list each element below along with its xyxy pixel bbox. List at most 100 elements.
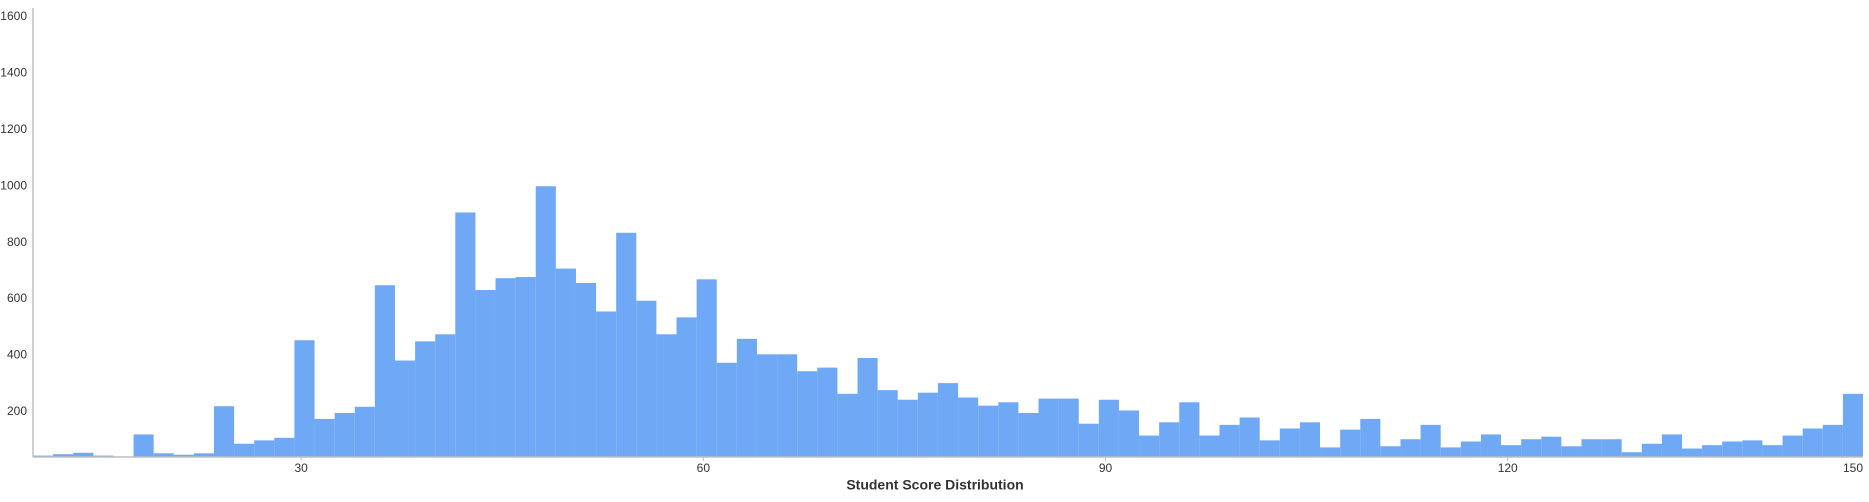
bar xyxy=(294,340,315,457)
bar xyxy=(998,402,1019,457)
bar xyxy=(1702,445,1723,457)
bar xyxy=(415,341,436,457)
bar xyxy=(1822,424,1843,457)
bar xyxy=(777,354,798,457)
bar xyxy=(1139,435,1160,457)
y-tick-label: 1200 xyxy=(0,122,27,136)
bar xyxy=(314,418,335,457)
bar xyxy=(1098,399,1119,457)
y-tick-label: 200 xyxy=(7,404,27,418)
bar xyxy=(495,278,516,457)
x-tick-label: 30 xyxy=(294,461,308,475)
bar xyxy=(153,453,174,457)
bar xyxy=(515,277,536,457)
bar xyxy=(1722,441,1743,457)
bar xyxy=(1541,436,1562,457)
bar xyxy=(877,390,898,457)
bar xyxy=(475,290,496,457)
bar xyxy=(193,453,214,457)
bar xyxy=(53,454,74,457)
bar xyxy=(173,454,194,457)
bar xyxy=(1199,435,1220,457)
bar xyxy=(334,413,355,457)
y-tick-label: 1600 xyxy=(0,9,27,23)
bar xyxy=(73,452,94,457)
bar xyxy=(857,358,878,457)
bar xyxy=(656,334,677,457)
bar xyxy=(1460,441,1481,457)
bar xyxy=(1320,447,1341,457)
bar xyxy=(1259,440,1280,457)
bar xyxy=(1521,439,1542,457)
bar xyxy=(213,406,235,457)
bar xyxy=(374,285,395,457)
bar xyxy=(636,300,657,457)
bar xyxy=(1682,448,1703,457)
bar xyxy=(596,311,617,457)
bar xyxy=(1742,440,1763,457)
bar xyxy=(1118,410,1140,457)
bar xyxy=(1782,435,1803,457)
bar xyxy=(676,317,697,457)
bar xyxy=(1078,423,1099,457)
bar xyxy=(1480,434,1502,457)
bar xyxy=(274,437,295,457)
bar xyxy=(917,392,938,457)
bar xyxy=(394,360,416,457)
bar xyxy=(616,232,637,457)
bar xyxy=(1661,434,1683,457)
bar xyxy=(1380,446,1401,457)
bar xyxy=(1340,429,1361,457)
bar xyxy=(354,406,375,457)
y-tick-label: 1400 xyxy=(0,66,27,80)
y-tick-label: 400 xyxy=(7,348,27,362)
bar xyxy=(1420,424,1441,457)
bar xyxy=(1018,413,1039,457)
bar xyxy=(1561,446,1582,457)
bar xyxy=(736,338,757,457)
bar xyxy=(1581,439,1602,457)
bar xyxy=(1299,422,1321,457)
bar xyxy=(555,268,576,457)
bar xyxy=(535,186,556,457)
bar xyxy=(958,397,979,457)
bar xyxy=(797,371,818,457)
y-tick-label: 1000 xyxy=(0,178,27,192)
bar xyxy=(1038,398,1059,457)
bar xyxy=(1621,452,1642,457)
bar xyxy=(1219,424,1240,457)
bar xyxy=(1360,418,1381,457)
y-tick-label: 800 xyxy=(7,235,27,249)
x-tick-label: 120 xyxy=(1498,461,1518,475)
bar xyxy=(978,405,999,457)
bar xyxy=(1239,417,1260,457)
bar xyxy=(897,399,918,457)
bar xyxy=(1058,398,1079,457)
x-tick-label: 90 xyxy=(1099,461,1113,475)
bar xyxy=(1762,445,1783,457)
bar xyxy=(455,212,476,457)
bar xyxy=(234,443,255,457)
y-tick-label: 600 xyxy=(7,291,27,305)
bar xyxy=(1179,402,1200,457)
bar xyxy=(817,367,838,457)
bar xyxy=(716,362,737,457)
bar xyxy=(1440,447,1461,457)
bar xyxy=(1842,393,1863,457)
bar xyxy=(937,383,959,457)
bar xyxy=(1159,422,1180,457)
bar xyxy=(1802,428,1823,457)
bar xyxy=(133,434,154,457)
bar xyxy=(1601,439,1622,457)
bar xyxy=(837,393,858,457)
bar xyxy=(1279,428,1300,457)
bar xyxy=(435,334,456,457)
bar xyxy=(1641,443,1662,457)
x-axis-label: Student Score Distribution xyxy=(846,477,1023,493)
bar xyxy=(1400,439,1421,457)
bar xyxy=(254,440,275,457)
bar xyxy=(1501,445,1522,457)
x-tick-label: 150 xyxy=(1843,461,1863,475)
bar xyxy=(696,279,717,457)
